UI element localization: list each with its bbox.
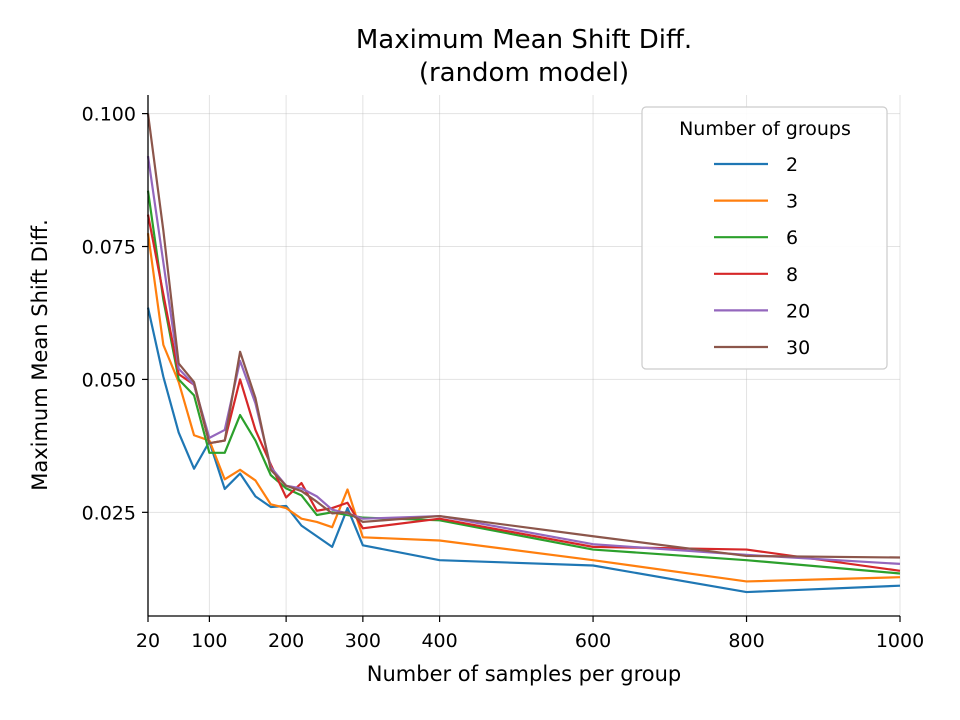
chart-title: Maximum Mean Shift Diff. — [356, 25, 692, 55]
legend-label-3: 3 — [786, 191, 798, 213]
x-tick-label: 20 — [136, 630, 160, 652]
legend-entries: 2 3 6 8 20 30 — [714, 154, 810, 359]
series-line-6 — [146, 190, 901, 575]
x-tick-label: 600 — [575, 630, 611, 652]
x-tick-label: 100 — [191, 630, 227, 652]
x-tick-label: 300 — [345, 630, 381, 652]
series-layer — [146, 113, 901, 594]
series-line-3 — [146, 233, 901, 583]
y-tick-label: 0.100 — [82, 104, 136, 126]
chart-subtitle: (random model) — [419, 58, 629, 88]
x-tick-label: 1000 — [876, 630, 924, 652]
legend-label-8: 8 — [786, 264, 798, 286]
x-tick-label: 200 — [268, 630, 304, 652]
grid — [147, 95, 901, 616]
legend-label-30: 30 — [786, 337, 810, 359]
x-axis-label: Number of samples per group — [367, 662, 681, 686]
series-line-30 — [146, 113, 901, 559]
legend-label-6: 6 — [786, 227, 798, 249]
ticks: 20 100 200 300 400 600 800 1000 0.025 0.050 0.075 0… — [82, 104, 925, 652]
legend-title: Number of groups — [679, 118, 851, 140]
legend-label-2: 2 — [786, 154, 798, 176]
y-axis-label: Maximum Mean Shift Diff. — [28, 219, 52, 491]
legend: Number of groups 2 3 6 8 20 30 — [641, 106, 888, 370]
legend-label-20: 20 — [786, 300, 810, 322]
y-tick-label: 0.075 — [82, 237, 136, 259]
y-tick-label: 0.050 — [82, 369, 136, 391]
series-line-2 — [146, 307, 901, 594]
y-tick-label: 0.025 — [82, 502, 136, 524]
axes — [147, 95, 900, 617]
x-tick-label: 400 — [421, 630, 457, 652]
x-tick-label: 800 — [728, 630, 764, 652]
